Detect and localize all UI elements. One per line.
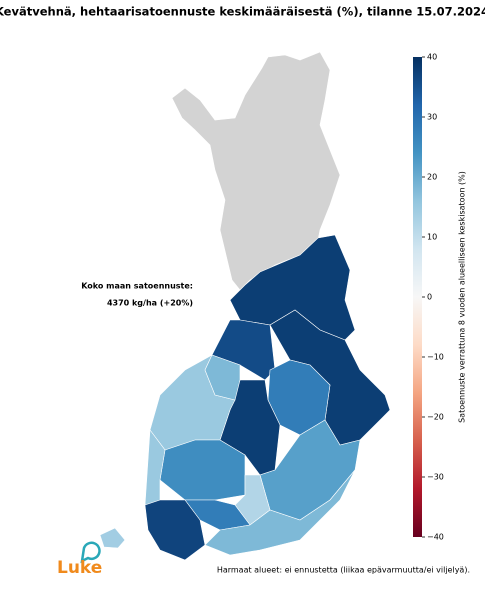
colorbar-tick-label: −10 — [427, 353, 444, 362]
colorbar-tick-label: −40 — [427, 533, 444, 542]
colorbar-tick-label: 40 — [427, 53, 437, 62]
region — [211, 319, 276, 381]
colorbar-gradient — [413, 57, 422, 537]
annotation-heading: Koko maan satoennuste: — [81, 282, 193, 291]
colorbar-tick-label: 20 — [427, 173, 437, 182]
colorbar-tick-label: 30 — [427, 113, 437, 122]
logo-text: Luke — [57, 558, 102, 578]
region — [99, 527, 126, 549]
colorbar: 40 30 20 10 0 −10 −20 −30 −40 — [413, 53, 444, 542]
colorbar-tick-label: 0 — [427, 293, 432, 302]
colorbar-label: Satoennuste verrattuna 8 vuoden alueelli… — [458, 171, 467, 423]
title: Kevätvehnä, hehtaarisatoennuste keskimää… — [0, 5, 485, 19]
region — [204, 354, 241, 401]
colorbar-tick-label: 10 — [427, 233, 437, 242]
map — [99, 51, 391, 561]
colorbar-tick-label: −20 — [427, 413, 444, 422]
colorbar-tick-label: −30 — [427, 473, 444, 482]
no-data-area — [171, 51, 341, 291]
annotation-value: 4370 kg/ha (+20%) — [107, 299, 193, 308]
logo: Luke — [57, 541, 102, 578]
region — [159, 439, 246, 501]
logo-icon — [80, 541, 101, 564]
region — [204, 469, 356, 556]
footnote: Harmaat alueet: ei ennustetta (liikaa ep… — [217, 566, 470, 575]
